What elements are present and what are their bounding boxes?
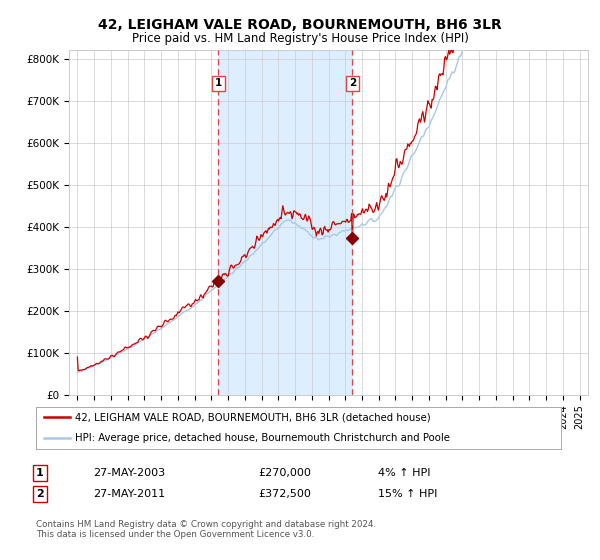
Bar: [218, 50, 352, 395]
Text: 2: 2: [349, 78, 356, 88]
Text: 1: 1: [215, 78, 222, 88]
Text: 42, LEIGHAM VALE ROAD, BOURNEMOUTH, BH6 3LR (detached house): 42, LEIGHAM VALE ROAD, BOURNEMOUTH, BH6 …: [76, 412, 431, 422]
Text: £270,000: £270,000: [258, 468, 311, 478]
Text: Price paid vs. HM Land Registry's House Price Index (HPI): Price paid vs. HM Land Registry's House …: [131, 32, 469, 45]
Text: 1: 1: [36, 468, 44, 478]
Text: 42, LEIGHAM VALE ROAD, BOURNEMOUTH, BH6 3LR: 42, LEIGHAM VALE ROAD, BOURNEMOUTH, BH6 …: [98, 18, 502, 32]
Text: 4% ↑ HPI: 4% ↑ HPI: [378, 468, 431, 478]
Text: HPI: Average price, detached house, Bournemouth Christchurch and Poole: HPI: Average price, detached house, Bour…: [76, 433, 450, 443]
Text: Contains HM Land Registry data © Crown copyright and database right 2024.
This d: Contains HM Land Registry data © Crown c…: [36, 520, 376, 539]
Text: 15% ↑ HPI: 15% ↑ HPI: [378, 489, 437, 499]
Text: 27-MAY-2011: 27-MAY-2011: [93, 489, 165, 499]
Text: 27-MAY-2003: 27-MAY-2003: [93, 468, 165, 478]
Text: £372,500: £372,500: [258, 489, 311, 499]
Text: 2: 2: [36, 489, 44, 499]
